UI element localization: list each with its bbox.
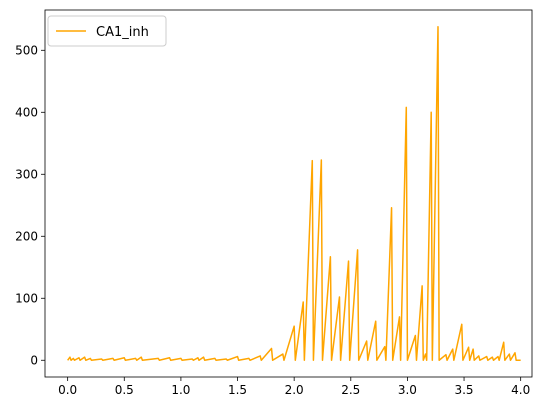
axes: 0.0 0.5 1.0 1.5 2.0 2.5 3.0 3.5 4.0 0 100 200 300 400… bbox=[15, 9, 533, 397]
y-tick-label: 400 bbox=[15, 105, 38, 119]
y-tick-label: 300 bbox=[15, 167, 38, 181]
y-tick-label: 500 bbox=[15, 43, 38, 57]
x-tick-label: 3.5 bbox=[454, 383, 473, 397]
series-line-0 bbox=[67, 25, 521, 362]
legend: CA1_inh bbox=[47, 15, 167, 47]
x-tick-label: 0.0 bbox=[58, 383, 77, 397]
y-tick-label: 0 bbox=[30, 353, 38, 367]
x-tick-label: 2.5 bbox=[341, 383, 360, 397]
axes-frame bbox=[44, 9, 533, 378]
x-tick-label: 2.0 bbox=[285, 383, 304, 397]
y-tick-label: 200 bbox=[15, 229, 38, 243]
x-tick-label: 3.0 bbox=[398, 383, 417, 397]
legend-box bbox=[47, 15, 167, 47]
x-tick-label: 4.0 bbox=[511, 383, 530, 397]
y-tick-label: 100 bbox=[15, 291, 38, 305]
x-tick-label: 1.5 bbox=[228, 383, 247, 397]
legend-label-ca1-inh: CA1_inh bbox=[96, 25, 149, 40]
x-tick-label: 1.0 bbox=[171, 383, 190, 397]
plot-area bbox=[67, 25, 521, 362]
x-tick-label: 0.5 bbox=[115, 383, 134, 397]
